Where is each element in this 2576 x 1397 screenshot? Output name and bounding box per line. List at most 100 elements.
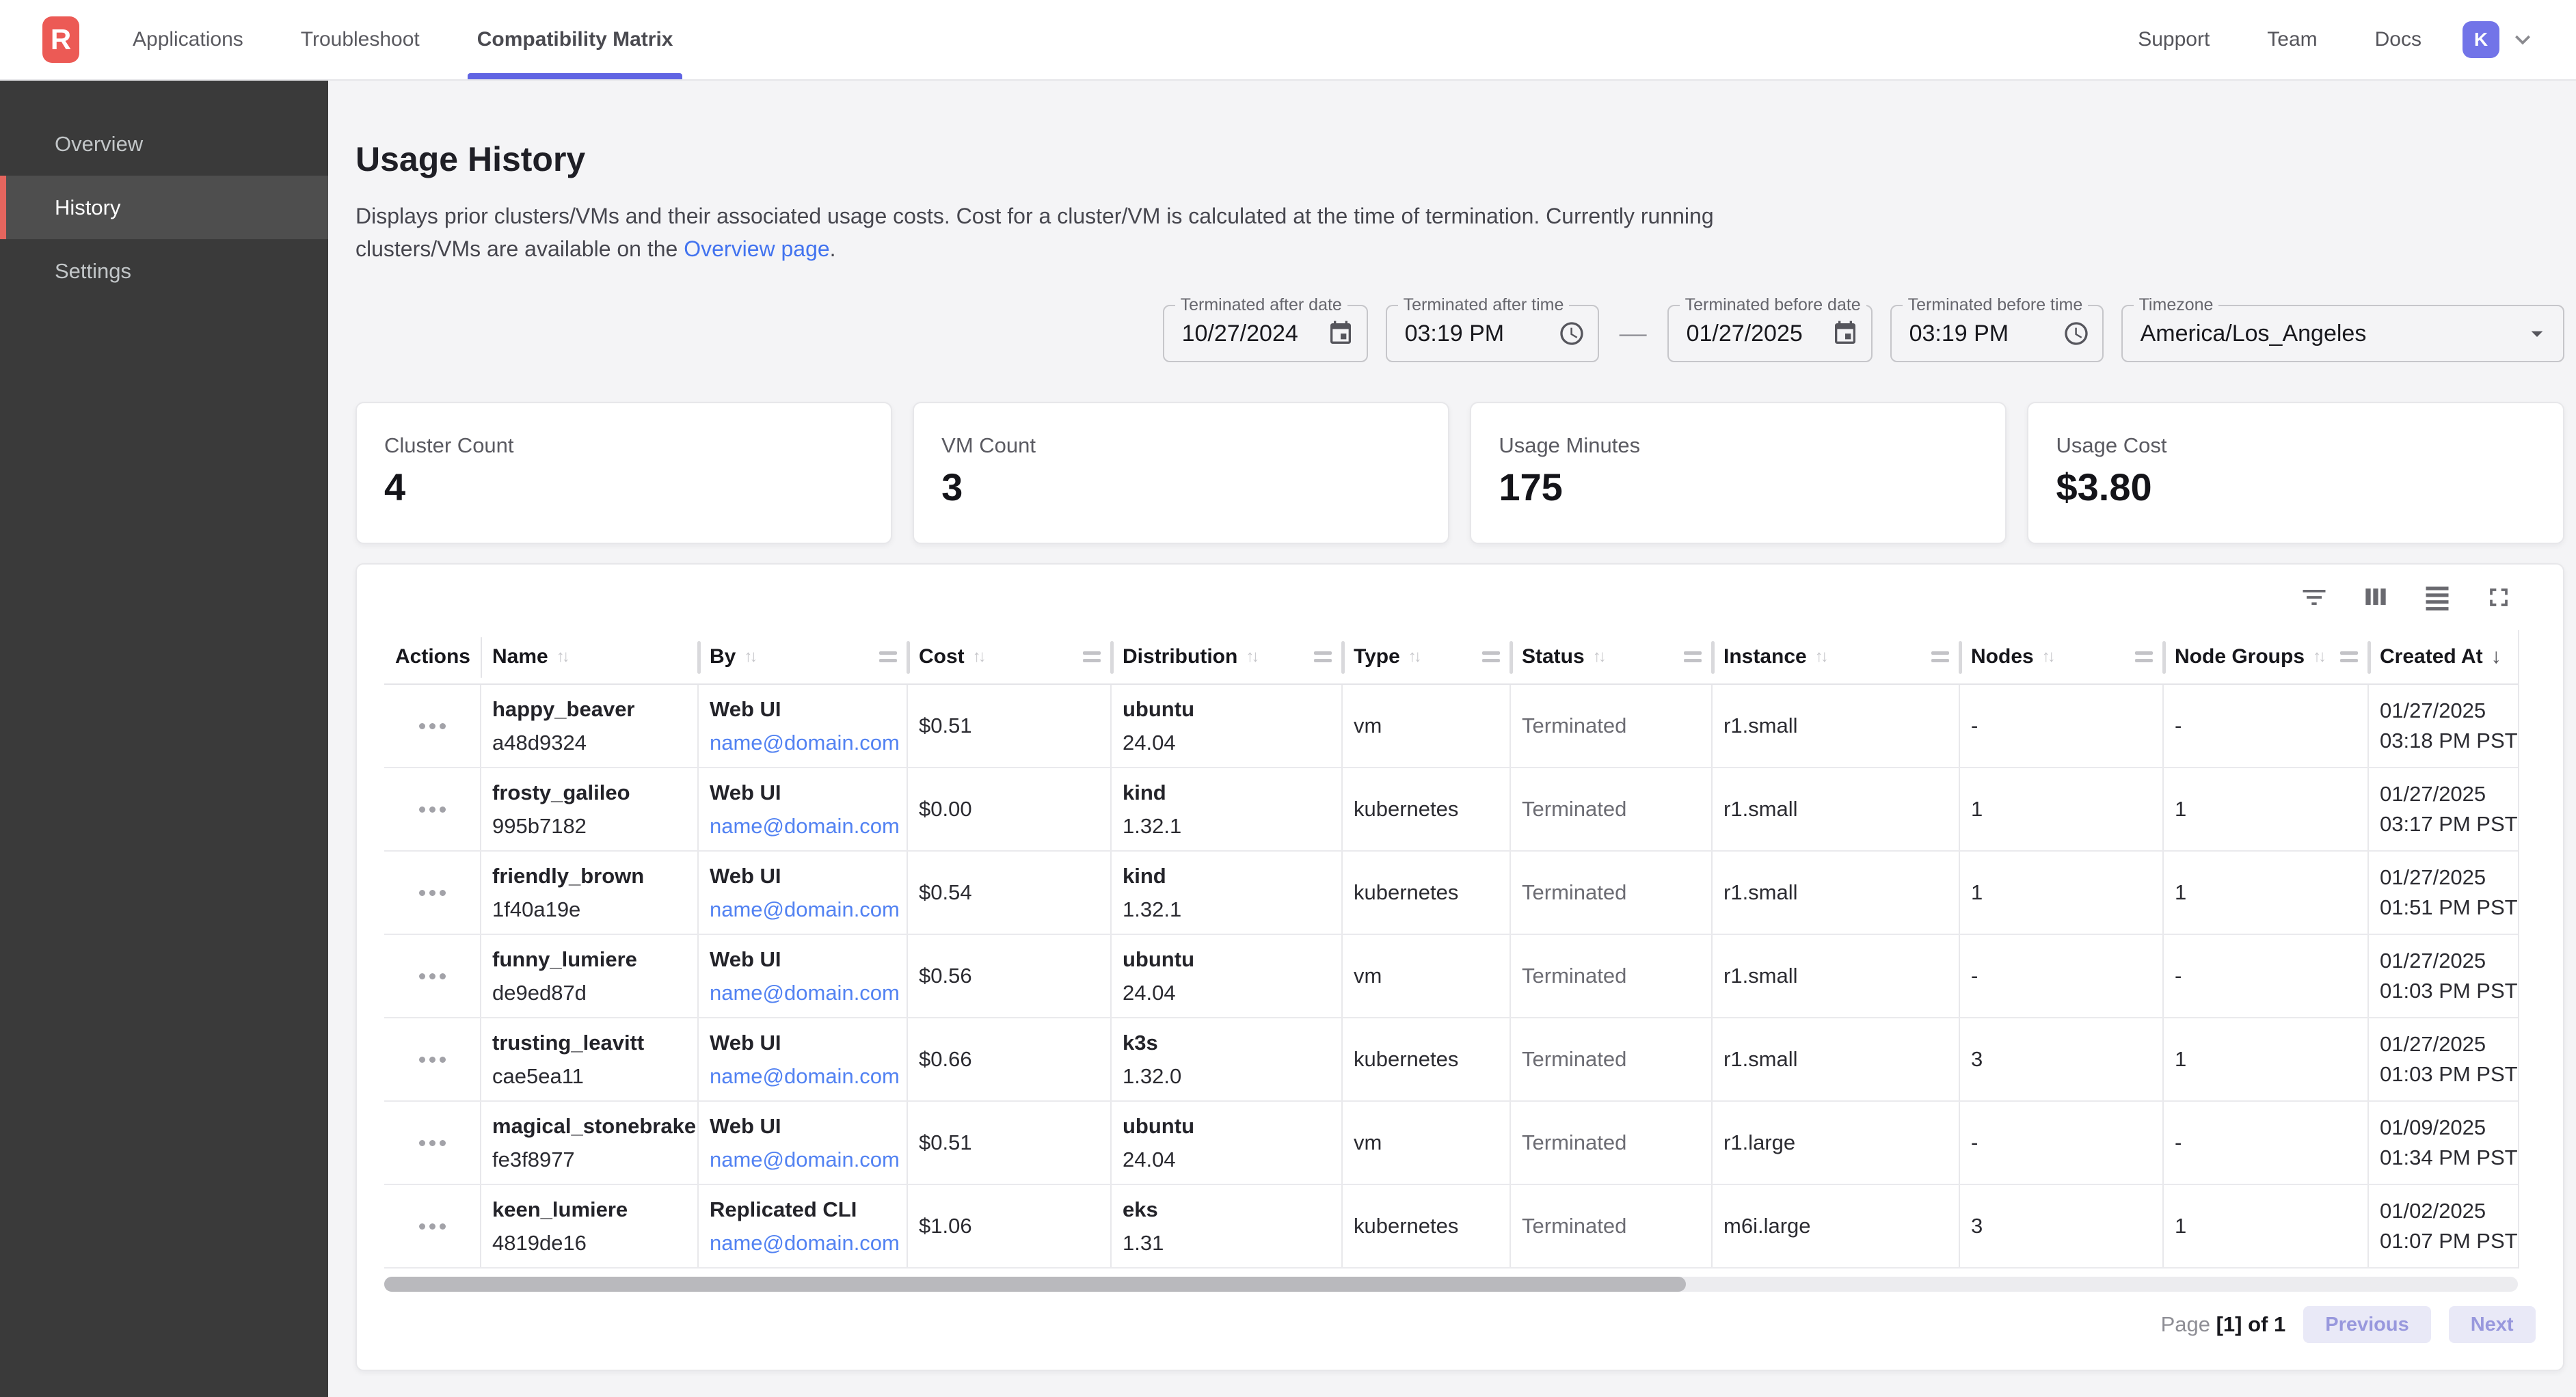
row-actions-button[interactable] (412, 716, 453, 736)
column-header[interactable]: Created At ↓ (2369, 630, 2518, 683)
sort-icon[interactable]: ↑↓ (2313, 647, 2326, 666)
name-cell: magical_stonebraker fe3f8977 (481, 1102, 699, 1184)
column-header[interactable]: Distribution ↑↓ (1112, 630, 1345, 683)
created-by-email[interactable]: name@domain.com (710, 1063, 900, 1088)
column-menu-icon[interactable] (2340, 651, 2358, 662)
fullscreen-button[interactable] (2482, 581, 2515, 614)
timezone-value[interactable]: America/Los_Angeles (2140, 320, 2367, 347)
dropdown-caret-icon[interactable] (2523, 320, 2551, 347)
calendar-icon[interactable] (1327, 320, 1354, 347)
created-by-email[interactable]: name@domain.com (710, 980, 900, 1005)
row-actions-button[interactable] (412, 1050, 453, 1070)
clock-icon[interactable] (2063, 320, 2090, 347)
column-menu-icon[interactable] (1684, 651, 1702, 662)
sidebar-item-history[interactable]: History (0, 176, 328, 239)
cluster-id: 1f40a19e (492, 897, 581, 921)
sidebar-item-settings[interactable]: Settings (55, 258, 132, 283)
column-menu-icon[interactable] (1931, 651, 1949, 662)
terminated-before-date-value[interactable]: 01/27/2025 (1686, 320, 1803, 347)
column-separator[interactable] (481, 637, 482, 678)
row-actions-button[interactable] (412, 966, 453, 986)
horizontal-scrollbar-track[interactable] (384, 1277, 2518, 1292)
column-separator[interactable] (1711, 641, 1715, 674)
sort-icon[interactable]: ↑↓ (556, 647, 570, 666)
column-menu-icon[interactable] (2135, 651, 2153, 662)
name-cell: friendly_brown 1f40a19e (481, 852, 699, 934)
created-by-email[interactable]: name@domain.com (710, 1147, 900, 1171)
nav-link-team[interactable]: Team (2267, 28, 2318, 51)
column-menu-icon[interactable] (1482, 651, 1500, 662)
column-header[interactable]: Name ↑↓ (481, 630, 701, 683)
stat-value: 3 (941, 465, 963, 508)
row-actions-button[interactable] (412, 883, 453, 903)
nodes-cell: 1 (1960, 852, 2164, 934)
tab-troubleshoot[interactable]: Troubleshoot (300, 28, 420, 51)
columns-button[interactable] (2359, 581, 2392, 614)
sort-icon[interactable]: ↑↓ (1246, 647, 1259, 666)
created-by-email[interactable]: name@domain.com (710, 1230, 900, 1255)
created-by-email[interactable]: name@domain.com (710, 897, 900, 921)
overview-page-link[interactable]: Overview page (684, 236, 830, 261)
column-separator[interactable] (1341, 641, 1345, 674)
column-header[interactable]: Type ↑↓ (1343, 630, 1513, 683)
column-header[interactable]: Status ↑↓ (1511, 630, 1715, 683)
column-menu-icon[interactable] (1083, 651, 1101, 662)
column-menu-icon[interactable] (879, 651, 897, 662)
chevron-down-icon[interactable] (2508, 25, 2538, 55)
sort-icon[interactable]: ↑↓ (744, 647, 757, 666)
row-actions-button[interactable] (412, 1133, 453, 1153)
terminated-after-date-field[interactable]: Terminated after date 10/27/2024 (1162, 295, 1368, 362)
sort-icon[interactable]: ↑↓ (972, 647, 987, 666)
nav-link-support[interactable]: Support (2138, 28, 2210, 51)
column-header[interactable]: Node Groups ↑↓ (2164, 630, 2371, 683)
tab-applications[interactable]: Applications (133, 28, 243, 51)
type-cell: kubernetes (1343, 852, 1511, 934)
density-button[interactable] (2421, 581, 2454, 614)
terminated-after-time-value[interactable]: 03:19 PM (1404, 320, 1505, 347)
created-by-email[interactable]: name@domain.com (710, 730, 900, 755)
row-actions-button[interactable] (412, 1217, 453, 1236)
status-cell: Terminated (1511, 685, 1713, 767)
name-cell: funny_lumiere de9ed87d (481, 935, 699, 1017)
sort-icon[interactable]: ↑↓ (1408, 647, 1422, 666)
cluster-id: a48d9324 (492, 730, 587, 755)
terminated-before-time-field[interactable]: Terminated before time 03:19 PM (1890, 295, 2104, 362)
terminated-before-time-value[interactable]: 03:19 PM (1909, 320, 2009, 347)
clock-icon[interactable] (1558, 320, 1585, 347)
sidebar-item-overview[interactable]: Overview (55, 131, 144, 156)
cluster-id: de9ed87d (492, 980, 587, 1005)
column-header[interactable]: Nodes ↑↓ (1960, 630, 2166, 683)
user-avatar[interactable]: K (2463, 21, 2499, 58)
column-header[interactable]: By ↑↓ (699, 630, 910, 683)
column-menu-icon[interactable] (1314, 651, 1332, 662)
sort-icon[interactable]: ↑↓ (1814, 647, 1829, 666)
timezone-select[interactable]: Timezone America/Los_Angeles (2121, 295, 2564, 362)
terminated-after-time-field[interactable]: Terminated after time 03:19 PM (1385, 295, 1599, 362)
next-page-button[interactable]: Next (2448, 1306, 2536, 1343)
column-header[interactable]: Cost ↑↓ (908, 630, 1114, 683)
sort-icon[interactable]: ↑↓ (1592, 647, 1607, 666)
column-header[interactable]: Instance ↑↓ (1713, 630, 1962, 683)
column-separator[interactable] (1110, 641, 1114, 674)
column-separator[interactable] (907, 641, 910, 674)
sort-desc-arrow-icon[interactable]: ↓ (2491, 645, 2501, 668)
nav-link-docs[interactable]: Docs (2374, 28, 2421, 51)
horizontal-scrollbar-thumb[interactable] (384, 1277, 1686, 1292)
column-separator[interactable] (697, 641, 701, 674)
terminated-after-date-value[interactable]: 10/27/2024 (1181, 320, 1298, 347)
calendar-icon[interactable] (1832, 320, 1859, 347)
column-header[interactable]: Actions (384, 630, 482, 683)
column-separator[interactable] (1959, 641, 1962, 674)
previous-page-button[interactable]: Previous (2303, 1306, 2431, 1343)
column-separator[interactable] (2367, 641, 2371, 674)
terminated-before-date-field[interactable]: Terminated before date 01/27/2025 (1667, 295, 1873, 362)
sort-icon[interactable]: ↑↓ (2041, 647, 2056, 666)
column-separator[interactable] (2162, 641, 2166, 674)
node-groups-cell: 1 (2164, 852, 2369, 934)
row-actions-button[interactable] (412, 800, 453, 819)
replicated-logo[interactable]: R (42, 16, 79, 63)
column-separator[interactable] (1510, 641, 1513, 674)
filter-button[interactable] (2298, 581, 2331, 614)
created-by-email[interactable]: name@domain.com (710, 813, 900, 838)
tab-compatibility-matrix[interactable]: Compatibility Matrix (467, 0, 683, 79)
